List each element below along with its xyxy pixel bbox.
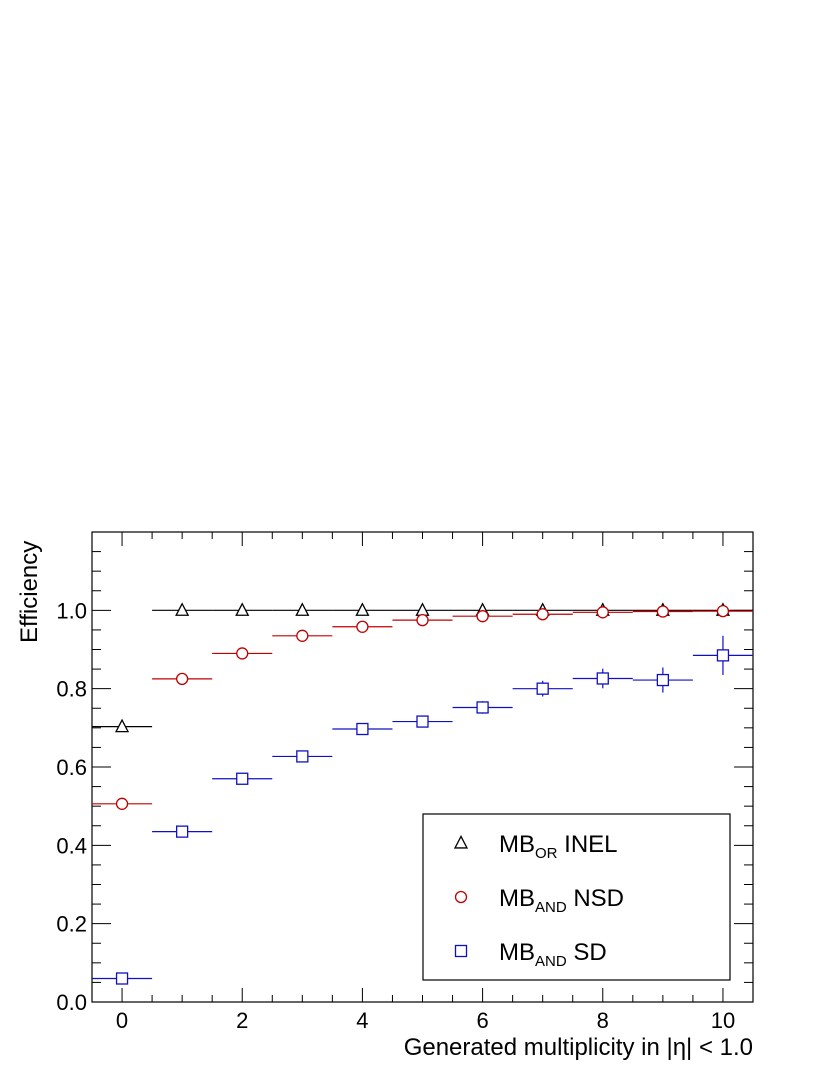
legend-label-main: MB [499,939,535,966]
legend-label-main: MB [499,831,535,858]
data-point-triangle [175,602,190,616]
data-point-circle [296,629,309,642]
data-point-circle [356,620,369,633]
y-tick-label: 0.4 [56,833,87,858]
y-tick-label: 0.0 [56,990,87,1015]
data-point-triangle [415,602,430,616]
legend-label-subscript: AND [535,953,567,970]
x-axis-title: Generated multiplicity in |η| < 1.0 [404,1034,753,1061]
x-tick-label: 6 [476,1008,488,1033]
data-point-square [115,972,129,985]
series-square [92,635,753,985]
legend-label-subscript: AND [535,899,567,916]
data-point-circle [596,606,609,619]
data-point-square [175,825,189,838]
tick-labels: 0 2 4 6 8 10 0.0 0.2 0.4 0.6 0.8 1.0 [56,598,735,1033]
legend-marker-circle [454,890,468,904]
y-tick-label: 0.6 [56,755,87,780]
legend-box [422,813,731,981]
data-point-circle [115,797,129,810]
data-point-square [716,649,730,662]
data-point-square [596,672,609,685]
y-tick-label: 0.2 [56,912,87,937]
data-point-square [236,772,249,785]
data-point-circle [716,604,730,618]
axis-ticks [92,531,753,1003]
data-point-triangle [295,602,310,616]
data-point-square [476,701,489,714]
legend-label-rest: INEL [558,831,618,858]
legend-marker-square [454,944,468,958]
series-circle [92,604,753,810]
data-point-triangle [355,602,370,616]
x-tick-label: 8 [597,1008,609,1033]
data-point-square [536,682,549,695]
x-tick-label: 4 [356,1008,368,1033]
legend-marker-triangle [453,834,469,849]
y-tick-label: 0.8 [56,677,87,702]
x-tick-label: 10 [711,1008,735,1033]
legend-label-rest: NSD [567,885,624,912]
x-tick-label: 0 [116,1008,128,1033]
data-point-triangle [114,718,130,733]
data-point-circle [416,613,429,627]
data-point-circle [175,672,189,686]
data-series [92,602,753,985]
data-point-square [296,750,309,763]
legend-label: MBAND SD [499,939,607,970]
legend-label: MBOR INEL [499,831,618,862]
legend-label-main: MB [499,885,535,912]
legend-label-rest: SD [567,939,607,966]
data-point-circle [656,605,670,618]
data-point-square [356,722,369,736]
data-point-circle [536,608,549,621]
legend-label: MBAND NSD [499,885,624,916]
y-tick-label: 1.0 [56,598,87,623]
data-point-square [656,673,670,687]
data-point-square [416,715,429,728]
data-point-triangle [235,602,250,616]
y-axis-title: Efficiency [16,541,43,643]
data-point-circle [476,610,489,623]
x-tick-label: 2 [236,1008,248,1033]
legend-label-subscript: OR [535,845,558,862]
data-point-circle [236,647,249,660]
